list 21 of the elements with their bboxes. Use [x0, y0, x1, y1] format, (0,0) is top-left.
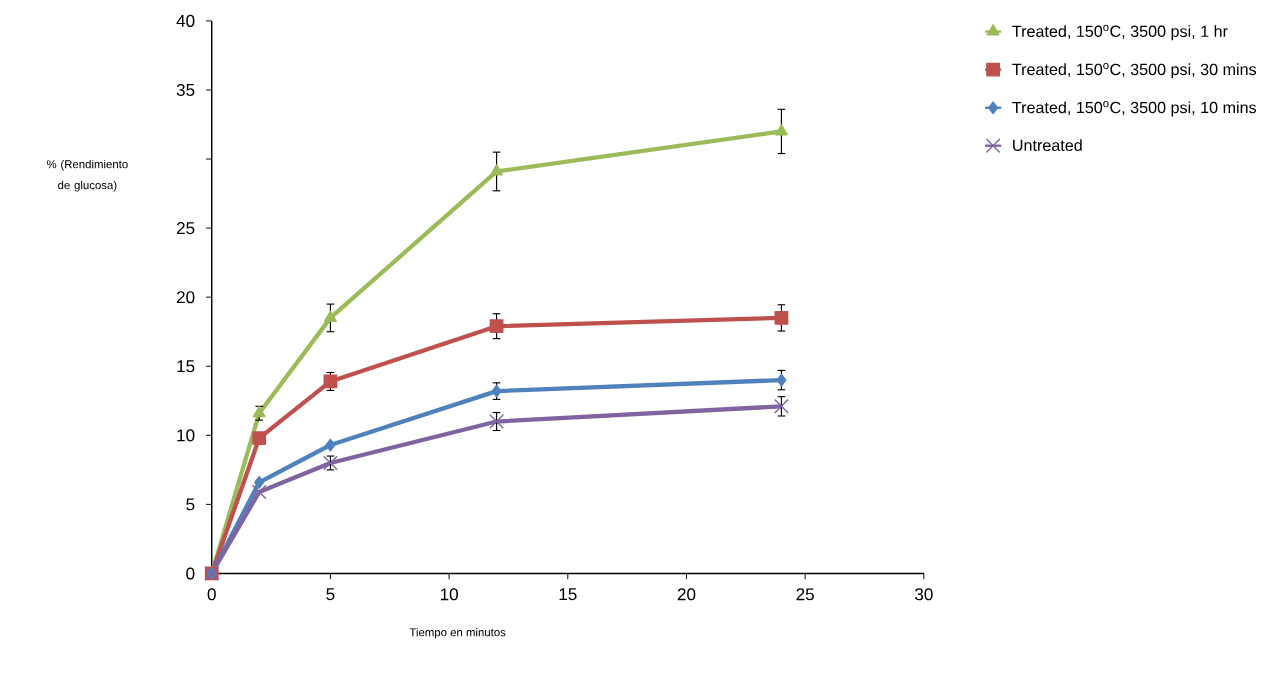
legend-label: Treated, 150$^{o}$C, 3500 psi, 10 mins: [1012, 100, 1257, 117]
x-tick-label: 0: [207, 588, 216, 601]
y-tick-label: 35: [176, 83, 195, 96]
y-tick-label: 15: [177, 360, 195, 373]
legend-label: Untreated: [1013, 139, 1082, 151]
y-axis-title: % (Rendimiento de glucosa): [46, 159, 128, 192]
x-tick-label: 15: [559, 588, 577, 601]
y-tick-label: 40: [176, 14, 195, 27]
x-tick-label: 30: [914, 588, 933, 601]
x-tick-label: 20: [677, 588, 696, 601]
legend-label: Treated, 150$^{o}$C, 3500 psi, 30 mins: [1012, 62, 1257, 79]
x-tick-label: 25: [796, 588, 814, 601]
y-tick-label: 5: [186, 498, 195, 511]
y-tick-label: 25: [176, 221, 195, 235]
x-tick-label: 10: [440, 588, 458, 601]
x-tick-label: 5: [326, 588, 335, 601]
y-tick-label: 20: [176, 291, 195, 304]
y-tick-label: 10: [177, 429, 195, 442]
y-tick-label: 0: [186, 567, 195, 580]
legend-label: Treated, 150$^{o}$C, 3500 psi, 1 hr: [1012, 24, 1228, 41]
x-axis-title: Tiempo en minutos: [409, 627, 506, 639]
